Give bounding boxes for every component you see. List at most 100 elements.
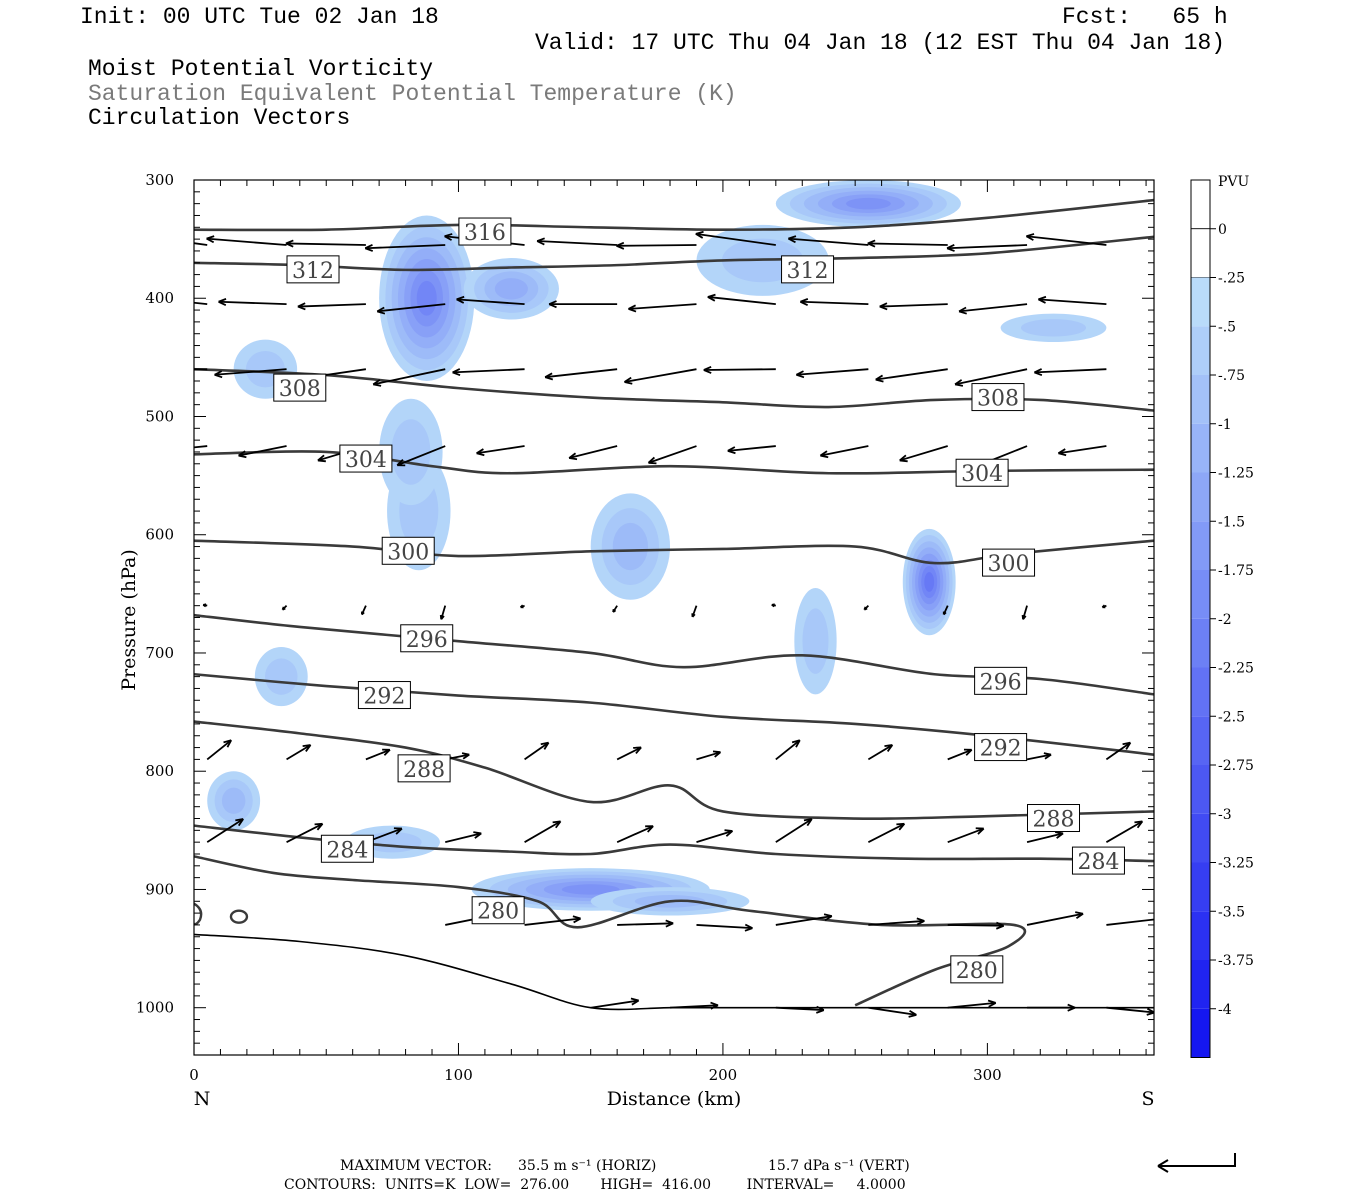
- circulation-vector: [867, 822, 906, 843]
- colorbar-label: -3.5: [1218, 904, 1245, 920]
- theta-label-text: 308: [977, 387, 1019, 412]
- theta-label-text: 296: [406, 628, 448, 653]
- colorbar-swatch: [1191, 326, 1210, 375]
- circulation-vector: [616, 746, 642, 761]
- theta-label-text: 304: [345, 448, 387, 473]
- circulation-vector: [202, 603, 208, 608]
- colorbar-swatch: [1191, 716, 1210, 765]
- theta-label-text: 312: [292, 259, 334, 284]
- theta-label: 300: [982, 548, 1036, 577]
- circulation-vector: [1037, 295, 1107, 306]
- circulation-vector: [695, 230, 776, 246]
- contour-labels: 316 312 312 308 308 304 304 300 300 296 296 292 292 2…: [273, 217, 1125, 984]
- theta-contour-280: [194, 855, 1027, 1007]
- circulation-vector: [536, 237, 618, 246]
- field-label-vectors: Circulation Vectors: [88, 105, 351, 131]
- colorbar-label: -2.5: [1218, 709, 1245, 725]
- circulation-vector: [439, 605, 447, 620]
- colorbar-unit: PVU: [1218, 174, 1250, 190]
- circulation-vector: [1101, 604, 1107, 609]
- colorbar-swatch: [1191, 618, 1210, 668]
- colorbar-swatch: [1191, 375, 1210, 424]
- theta-label: 284: [320, 834, 374, 863]
- circulation-vector: [524, 915, 582, 926]
- circulation-vector: [1026, 831, 1064, 844]
- circulation-vector: [297, 302, 366, 311]
- colorbar-label: -4: [1218, 1002, 1232, 1018]
- theta-contour-316: [194, 198, 1154, 232]
- x-end-label-south: S: [1141, 1088, 1154, 1110]
- colorbar-swatch: [1191, 911, 1210, 960]
- reference-vector-icon: [1157, 1153, 1236, 1173]
- theta-label-text: 288: [403, 758, 445, 783]
- colorbar-swatch: [1191, 813, 1210, 863]
- circulation-vector: [1021, 605, 1028, 620]
- x-axis-label: Distance (km): [607, 1088, 742, 1110]
- circulation-vector: [703, 365, 776, 374]
- colorbar-label: -1: [1218, 417, 1232, 433]
- circulation-vector: [286, 744, 312, 761]
- circulation-vector: [946, 244, 1028, 252]
- pv-region: [845, 197, 891, 210]
- circulation-vector: [947, 999, 997, 1009]
- y-tick-label: 800: [145, 762, 174, 780]
- circulation-vector: [524, 741, 550, 761]
- colorbar-label: -2: [1218, 612, 1232, 628]
- circulation-vector: [787, 235, 869, 246]
- circulation-vector: [365, 748, 391, 761]
- circulation-vector: [285, 239, 366, 248]
- theta-label: 288: [1027, 804, 1081, 833]
- theta-label-text: 284: [326, 838, 368, 863]
- circulation-vector: [1026, 752, 1052, 761]
- circulation-vector: [616, 241, 697, 250]
- pv-region: [221, 787, 246, 814]
- pv-region: [416, 280, 437, 316]
- circulation-vector: [867, 239, 948, 248]
- theta-label-text: 304: [961, 462, 1003, 487]
- theta-label: 300: [381, 536, 435, 565]
- theta-label-text: 316: [464, 221, 506, 246]
- y-tick-label: 400: [145, 289, 174, 307]
- circulation-vector: [958, 303, 1028, 315]
- pv-shading: [207, 180, 1107, 916]
- colorbar-label: -3: [1218, 807, 1232, 823]
- colorbar-swatch: [1190, 228, 1211, 278]
- circulation-vector: [879, 302, 948, 311]
- init-time: Init: 00 UTC Tue 02 Jan 18: [80, 4, 439, 30]
- circulation-vector: [568, 445, 618, 461]
- theta-label-text: 296: [980, 670, 1022, 695]
- closed-contour: [229, 909, 249, 924]
- circulation-vector: [206, 235, 287, 246]
- pv-region: [494, 278, 528, 300]
- colorbar-label: -1.25: [1218, 466, 1254, 482]
- circulation-vector: [194, 301, 208, 306]
- x-tick-label: 100: [444, 1066, 473, 1084]
- circulation-vector: [364, 244, 446, 252]
- circulation-vector: [194, 242, 208, 246]
- circulation-vector: [612, 605, 618, 613]
- theta-label: 280: [950, 955, 1004, 984]
- circulation-vector: [214, 368, 287, 379]
- circulation-vector: [452, 368, 525, 377]
- circulation-vector: [875, 368, 948, 383]
- colorbar-swatch: [1191, 423, 1210, 473]
- colorbar-label: 0: [1218, 222, 1227, 238]
- closed-contour: [194, 902, 203, 926]
- theta-label-text: 300: [988, 552, 1030, 577]
- theta-label: 288: [397, 754, 451, 783]
- colorbar-swatch: [1191, 277, 1210, 327]
- circulation-vector: [616, 825, 654, 843]
- theta-label: 296: [974, 666, 1028, 695]
- circulation-vector: [775, 1005, 825, 1014]
- circulation-vector: [1105, 820, 1144, 843]
- circulation-vector: [795, 368, 869, 379]
- circulation-vector: [372, 368, 446, 387]
- circulation-vector: [206, 739, 233, 761]
- circulation-vector: [868, 1006, 917, 1018]
- circulation-vector: [361, 605, 367, 616]
- circulation-vector: [727, 445, 776, 455]
- colorbar-label: -3.75: [1218, 953, 1254, 969]
- circulation-vector: [456, 295, 525, 306]
- circulation-vector: [942, 605, 949, 616]
